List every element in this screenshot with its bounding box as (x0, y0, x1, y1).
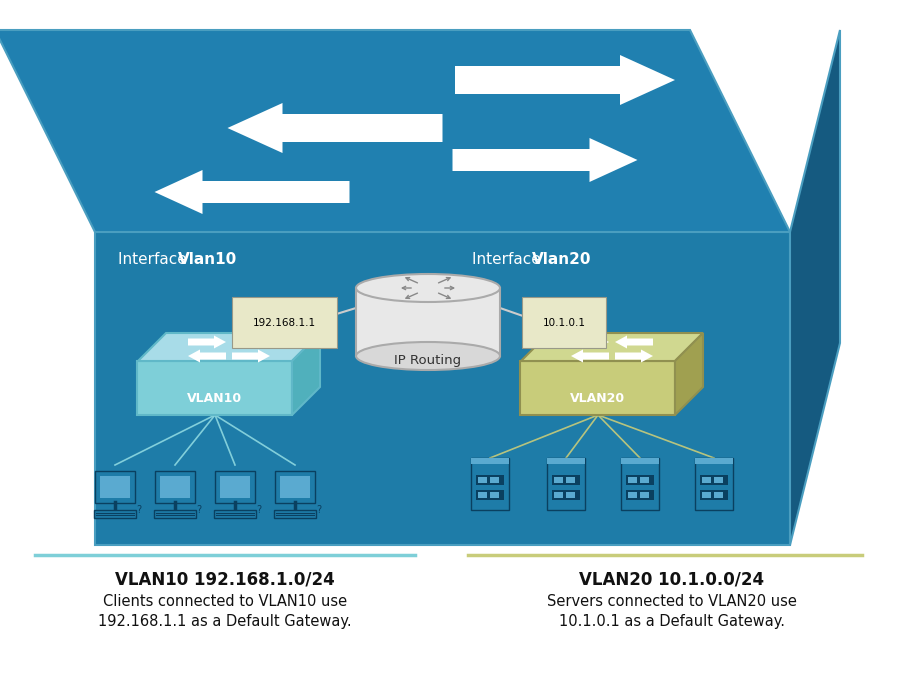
FancyBboxPatch shape (160, 476, 189, 498)
FancyBboxPatch shape (520, 361, 675, 415)
Polygon shape (520, 333, 703, 361)
Text: ?: ? (136, 505, 141, 515)
FancyBboxPatch shape (137, 361, 292, 415)
FancyBboxPatch shape (547, 458, 584, 464)
FancyBboxPatch shape (100, 476, 130, 498)
FancyBboxPatch shape (273, 510, 316, 518)
Text: Servers connected to VLAN20 use: Servers connected to VLAN20 use (547, 594, 796, 609)
FancyBboxPatch shape (699, 490, 727, 500)
FancyBboxPatch shape (713, 477, 723, 483)
FancyBboxPatch shape (713, 492, 723, 498)
FancyBboxPatch shape (621, 458, 658, 510)
FancyBboxPatch shape (355, 288, 500, 356)
Polygon shape (138, 333, 319, 361)
FancyBboxPatch shape (214, 510, 255, 518)
FancyBboxPatch shape (95, 471, 135, 503)
Text: VLAN20 10.1.0.0/24: VLAN20 10.1.0.0/24 (579, 570, 764, 588)
Text: ?: ? (196, 505, 201, 515)
FancyBboxPatch shape (554, 492, 562, 498)
FancyBboxPatch shape (695, 458, 732, 510)
Ellipse shape (355, 342, 500, 370)
FancyBboxPatch shape (275, 471, 315, 503)
FancyBboxPatch shape (627, 492, 636, 498)
FancyBboxPatch shape (695, 458, 732, 464)
FancyBboxPatch shape (490, 492, 499, 498)
Text: VLAN10 192.168.1.0/24: VLAN10 192.168.1.0/24 (115, 570, 335, 588)
FancyBboxPatch shape (471, 458, 509, 510)
FancyBboxPatch shape (701, 477, 710, 483)
Text: Interface: Interface (472, 252, 545, 267)
FancyBboxPatch shape (621, 458, 658, 464)
Text: IP Routing: IP Routing (394, 354, 461, 367)
Polygon shape (154, 170, 349, 214)
Text: Vlan10: Vlan10 (178, 252, 237, 267)
Polygon shape (232, 349, 270, 362)
FancyBboxPatch shape (551, 490, 579, 500)
Polygon shape (789, 30, 839, 545)
Text: ?: ? (316, 505, 321, 515)
FancyBboxPatch shape (547, 458, 584, 510)
FancyBboxPatch shape (280, 476, 309, 498)
Text: 10.1.0.1 as a Default Gateway.: 10.1.0.1 as a Default Gateway. (558, 614, 784, 629)
Polygon shape (614, 335, 652, 348)
Polygon shape (570, 335, 608, 348)
FancyBboxPatch shape (490, 477, 499, 483)
Ellipse shape (355, 274, 500, 302)
Polygon shape (0, 30, 789, 232)
Polygon shape (227, 103, 442, 153)
FancyBboxPatch shape (640, 477, 649, 483)
FancyBboxPatch shape (471, 458, 509, 464)
Text: VLAN20: VLAN20 (570, 392, 625, 405)
Text: Vlan20: Vlan20 (531, 252, 591, 267)
Polygon shape (570, 349, 608, 362)
Polygon shape (455, 55, 675, 105)
Polygon shape (452, 138, 637, 182)
Polygon shape (188, 349, 226, 362)
Polygon shape (188, 335, 226, 348)
Text: VLAN10: VLAN10 (188, 392, 243, 405)
Polygon shape (232, 335, 270, 348)
Text: 192.168.1.1: 192.168.1.1 (253, 318, 316, 327)
FancyBboxPatch shape (699, 475, 727, 485)
FancyBboxPatch shape (627, 477, 636, 483)
Text: Clients connected to VLAN10 use: Clients connected to VLAN10 use (103, 594, 346, 609)
FancyBboxPatch shape (475, 475, 503, 485)
Polygon shape (675, 333, 703, 415)
FancyBboxPatch shape (701, 492, 710, 498)
FancyBboxPatch shape (155, 471, 195, 503)
FancyBboxPatch shape (475, 490, 503, 500)
FancyBboxPatch shape (551, 475, 579, 485)
FancyBboxPatch shape (625, 475, 653, 485)
Polygon shape (291, 333, 319, 415)
Polygon shape (614, 349, 652, 362)
Text: Interface: Interface (118, 252, 191, 267)
FancyBboxPatch shape (220, 476, 250, 498)
FancyBboxPatch shape (566, 477, 575, 483)
FancyBboxPatch shape (554, 477, 562, 483)
FancyBboxPatch shape (640, 492, 649, 498)
FancyBboxPatch shape (94, 510, 136, 518)
FancyBboxPatch shape (154, 510, 196, 518)
Polygon shape (95, 232, 789, 545)
Text: 192.168.1.1 as a Default Gateway.: 192.168.1.1 as a Default Gateway. (98, 614, 352, 629)
FancyBboxPatch shape (625, 490, 653, 500)
FancyBboxPatch shape (566, 492, 575, 498)
FancyBboxPatch shape (477, 477, 486, 483)
Text: ?: ? (255, 505, 261, 515)
FancyBboxPatch shape (215, 471, 254, 503)
Text: 10.1.0.1: 10.1.0.1 (542, 318, 584, 327)
FancyBboxPatch shape (477, 492, 486, 498)
